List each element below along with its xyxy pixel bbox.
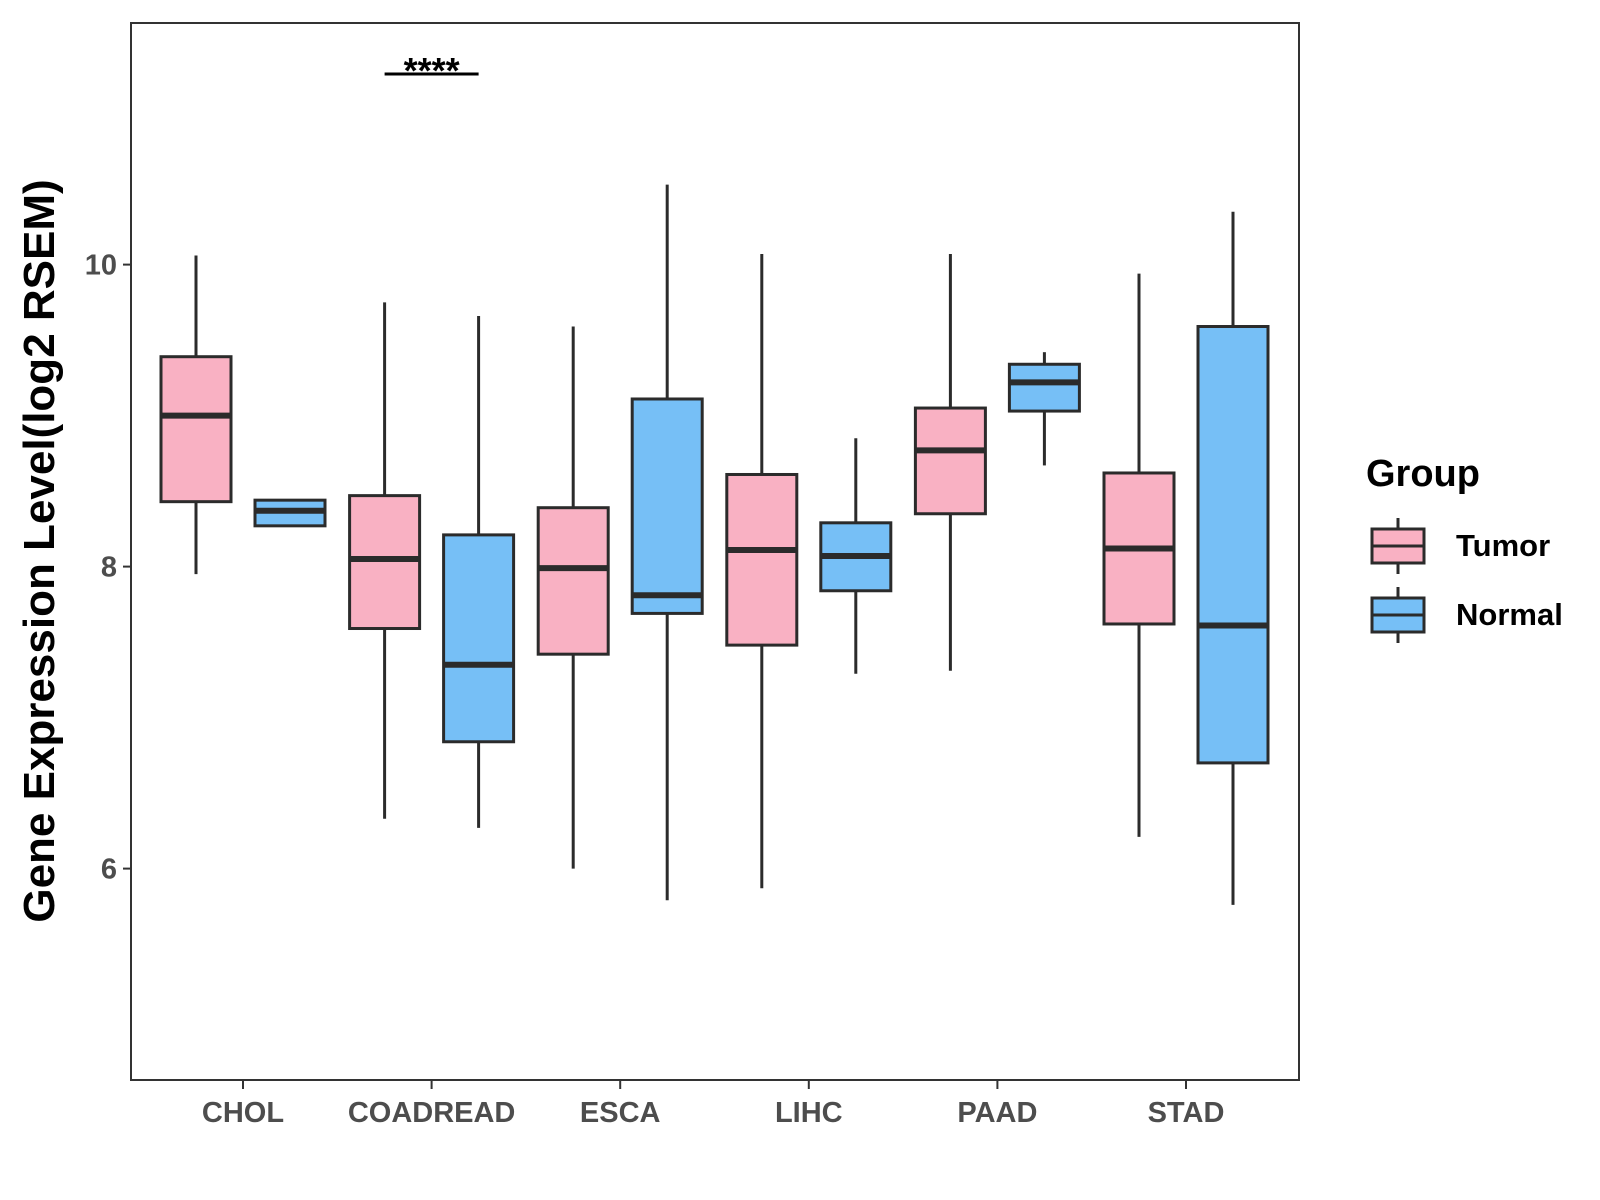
box-body	[536, 506, 610, 656]
legend-item-normal: Normal	[1370, 587, 1563, 643]
box-normal-chol	[253, 498, 327, 528]
significance-annotations: ****	[384, 50, 479, 91]
box-body	[725, 472, 799, 647]
box-tumor-paad	[913, 254, 987, 671]
legend: Group Tumor Normal	[1366, 453, 1563, 643]
x-tick-label-stad: STAD	[1148, 1097, 1225, 1129]
box-body	[1007, 362, 1081, 413]
y-tick-label: 8	[101, 552, 117, 584]
box-normal-coadread	[442, 315, 516, 828]
x-tick-label-paad: PAAD	[957, 1097, 1037, 1129]
box-body	[159, 355, 233, 504]
box-tumor-esca	[536, 326, 610, 869]
box-normal-paad	[1007, 352, 1081, 466]
legend-items: Tumor Normal	[1370, 518, 1563, 643]
x-tick-label-lihc: LIHC	[775, 1097, 843, 1129]
significance-label: ****	[404, 50, 460, 91]
legend-item-tumor: Tumor	[1370, 518, 1550, 574]
box-normal-esca	[630, 184, 704, 901]
box-tumor-chol	[159, 255, 233, 575]
box-normal-stad	[1196, 211, 1270, 905]
box-body	[913, 406, 987, 516]
legend-label: Tumor	[1456, 528, 1550, 563]
x-tick-label-chol: CHOL	[202, 1097, 284, 1129]
y-axis-ticks: 6 8 10	[85, 250, 131, 886]
box-tumor-coadread	[348, 302, 422, 819]
legend-label: Normal	[1456, 597, 1563, 632]
box-tumor-lihc	[725, 254, 799, 889]
y-tick-label: 6	[101, 854, 117, 886]
box-series	[159, 184, 1270, 905]
box-normal-lihc	[819, 438, 893, 674]
box-tumor-stad	[1102, 273, 1176, 837]
box-body	[1196, 325, 1270, 765]
x-axis-ticks: CHOL COADREAD ESCA LIHC PAAD STAD	[202, 1080, 1224, 1129]
box-body	[442, 533, 516, 744]
y-tick-label: 10	[85, 250, 117, 282]
box-body	[348, 494, 422, 631]
box-body	[630, 397, 704, 615]
x-tick-label-coadread: COADREAD	[348, 1097, 516, 1129]
y-axis-label: Gene Expression Level(log2 RSEM)	[15, 179, 64, 922]
legend-title: Group	[1366, 453, 1480, 495]
x-tick-label-esca: ESCA	[580, 1097, 661, 1129]
